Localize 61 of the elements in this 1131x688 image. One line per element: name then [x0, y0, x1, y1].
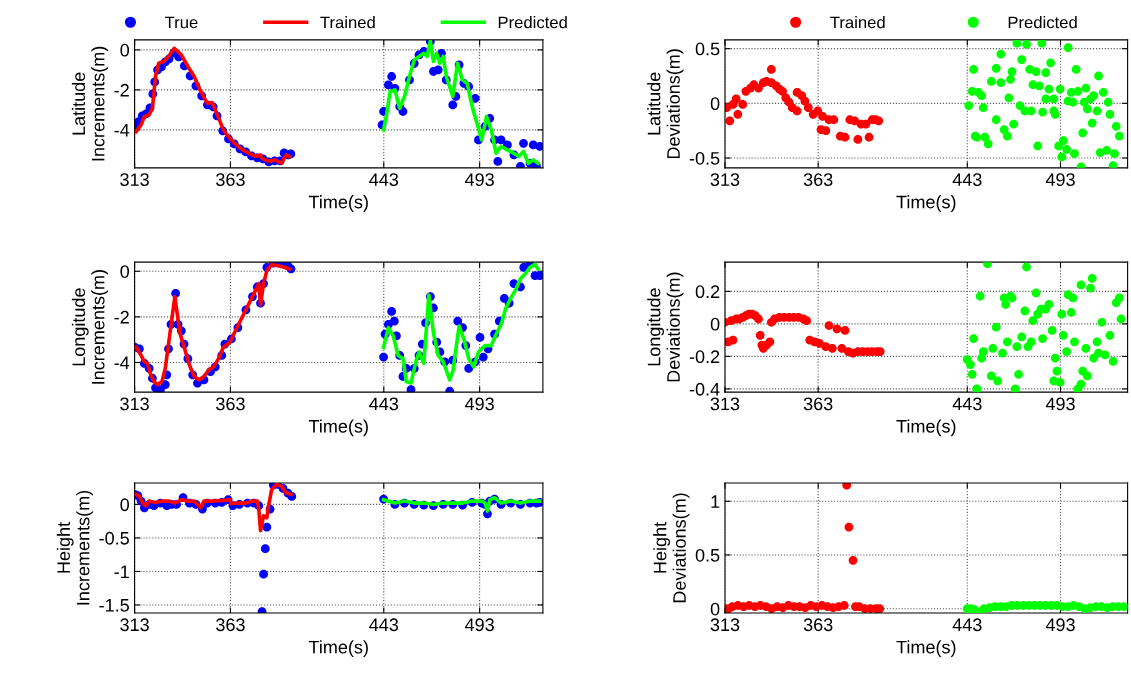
x-tick-label: 443	[952, 397, 982, 411]
x-tick-label: 363	[216, 397, 245, 411]
x-tick-label: 443	[369, 173, 399, 186]
x-tick-label: 493	[1045, 173, 1075, 186]
x-tick-label: 493	[1045, 618, 1075, 632]
y-tick-label: -0.5	[99, 531, 129, 545]
x-tick-label: 493	[464, 618, 494, 632]
y-tick-label: -0.5	[689, 151, 720, 165]
legend-label: Predicted	[498, 16, 567, 29]
y-axis-title: Height Increments(m)	[56, 490, 94, 605]
x-axis-title: Time(s)	[896, 640, 956, 658]
x-tick-label: 313	[120, 618, 149, 632]
y-axis-title: Latitude Deviations(m)	[647, 49, 684, 159]
x-tick-label: 313	[710, 173, 740, 186]
x-tick-label: 443	[369, 618, 399, 632]
x-tick-label: 313	[120, 397, 149, 411]
y-tick-label: 0	[710, 97, 720, 111]
legend-label: Trained	[830, 16, 885, 29]
y-tick-label: 0.5	[695, 42, 720, 56]
x-tick-label: 363	[803, 173, 833, 186]
y-axis-title: Height Deviations(m)	[653, 493, 690, 603]
x-tick-label: 313	[710, 618, 740, 632]
x-axis-title: Time(s)	[308, 640, 368, 658]
y-axis-title: Longitude Deviations(m)	[647, 272, 684, 382]
y-tick-label: 0	[710, 317, 720, 331]
y-tick-label: 0.2	[695, 285, 720, 299]
x-tick-label: 493	[1045, 397, 1075, 411]
x-tick-label: 443	[952, 618, 982, 632]
y-tick-label: -1	[114, 565, 129, 578]
y-tick-label: -0.2	[689, 350, 720, 364]
y-tick-label: -2	[114, 83, 129, 97]
y-tick-label: 0	[710, 602, 720, 616]
x-tick-label: 363	[803, 397, 833, 411]
legend-label: Trained	[320, 16, 375, 29]
y-tick-label: -2	[114, 310, 129, 324]
x-tick-label: 363	[216, 173, 245, 186]
x-tick-label: 363	[803, 618, 833, 632]
x-tick-label: 313	[710, 397, 740, 411]
y-axis-title: Longitude Increments(m)	[71, 270, 109, 384]
y-tick-label: -4	[114, 124, 130, 137]
y-tick-label: -0.4	[689, 382, 720, 396]
x-axis-title: Time(s)	[896, 419, 956, 437]
y-tick-label: -4	[114, 356, 130, 370]
x-tick-label: 493	[464, 173, 494, 186]
x-axis-title: Time(s)	[308, 419, 368, 437]
y-tick-label: 1	[711, 495, 720, 508]
y-tick-label: 0	[120, 498, 130, 512]
x-axis-title: Time(s)	[896, 195, 956, 212]
x-tick-label: 313	[120, 173, 149, 186]
y-tick-label: 0.5	[695, 548, 720, 562]
x-axis-title: Time(s)	[308, 195, 368, 212]
y-axis-title: Latitude Increments(m)	[71, 46, 109, 161]
x-tick-label: 443	[952, 173, 982, 186]
y-tick-label: 0	[120, 265, 130, 278]
x-tick-label: 493	[464, 397, 494, 411]
x-tick-label: 363	[216, 618, 245, 632]
y-tick-label: 0	[120, 43, 130, 57]
y-tick-label: -1.5	[99, 599, 129, 612]
x-tick-label: 443	[369, 397, 399, 411]
legend-label: True	[164, 16, 198, 29]
legend-label: Predicted	[1008, 16, 1077, 29]
